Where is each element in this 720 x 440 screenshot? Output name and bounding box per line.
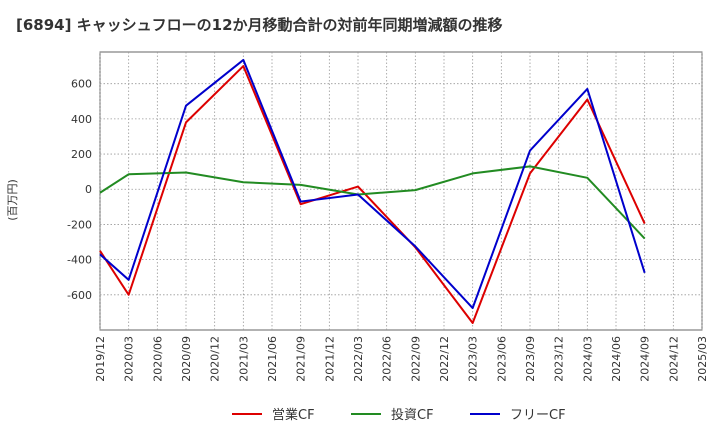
x-tick-label: 2021/12 [323, 336, 336, 382]
x-tick-label: 2020/12 [209, 336, 222, 382]
y-tick-label: -600 [67, 289, 92, 302]
x-tick-label: 2022/09 [409, 336, 422, 382]
y-tick-label: -400 [67, 254, 92, 267]
y-tick-label: 400 [71, 113, 92, 126]
y-axis-ticks: 600 400 200 0 -200 -400 -600 [67, 78, 92, 302]
x-axis-ticks: 2019/12 2020/03 2020/06 2020/09 2020/12 2021/… [94, 336, 709, 382]
series-line [99, 65, 646, 324]
x-tick-label: 2024/09 [639, 336, 652, 382]
y-tick-label: 0 [85, 183, 92, 196]
x-tick-label: 2022/03 [352, 336, 365, 382]
x-tick-label: 2023/03 [467, 336, 480, 382]
x-tick-label: 2019/12 [94, 336, 107, 382]
x-tick-label: 2025/03 [696, 336, 709, 382]
y-axis-label: (百万円) [6, 179, 19, 221]
legend: 営業CF 投資CF フリーCF [232, 407, 566, 423]
y-tick-label: 600 [71, 78, 92, 91]
legend-label: フリーCF [510, 408, 566, 423]
x-tick-label: 2020/03 [123, 336, 136, 382]
legend-label: 営業CF [272, 407, 315, 423]
x-tick-label: 2023/06 [495, 336, 508, 382]
y-tick-label: 200 [71, 148, 92, 161]
x-tick-label: 2021/06 [266, 336, 279, 382]
series-lines [99, 58, 646, 324]
x-tick-label: 2021/09 [295, 336, 308, 382]
x-tick-label: 2021/03 [237, 336, 250, 382]
y-tick-label: -200 [67, 218, 92, 231]
x-tick-label: 2022/06 [381, 336, 394, 382]
x-tick-label: 2024/06 [610, 336, 623, 382]
chart-title: [6894] キャッシュフローの12か月移動合計の対前年同期増減額の推移 [16, 16, 503, 34]
grid [99, 52, 703, 330]
series-line [99, 58, 646, 310]
x-tick-label: 2024/03 [581, 336, 594, 382]
x-tick-label: 2023/09 [524, 336, 537, 382]
x-tick-label: 2023/12 [553, 336, 566, 382]
legend-label: 投資CF [391, 407, 434, 423]
x-tick-label: 2024/12 [667, 336, 680, 382]
x-tick-label: 2022/12 [438, 336, 451, 382]
x-tick-label: 2020/06 [151, 336, 164, 382]
x-tick-label: 2020/09 [180, 336, 193, 382]
